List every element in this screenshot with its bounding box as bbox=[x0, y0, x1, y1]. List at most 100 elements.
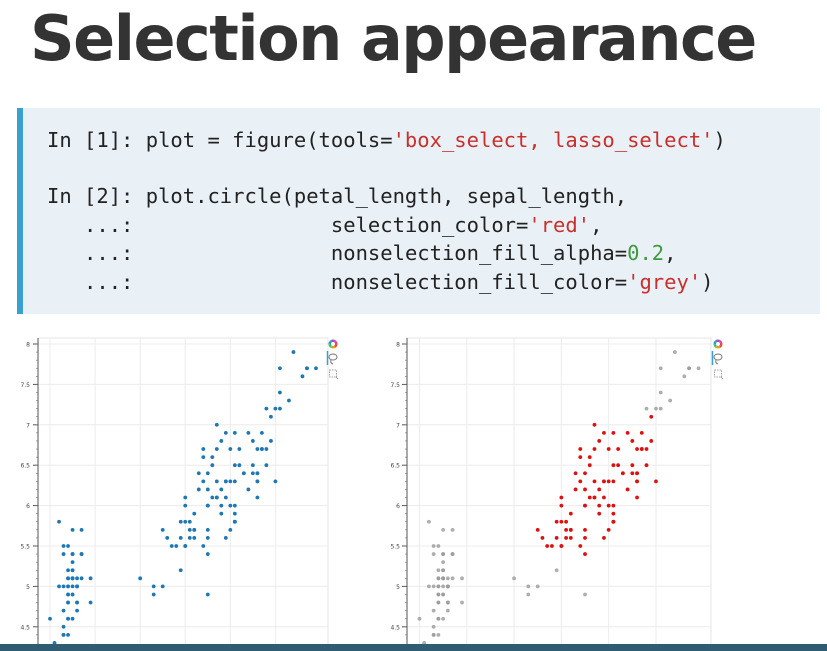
data-point bbox=[422, 641, 427, 644]
data-point bbox=[205, 592, 210, 597]
data-point bbox=[183, 544, 188, 548]
data-point bbox=[606, 479, 611, 484]
y-tick-label: 6.5 bbox=[390, 463, 400, 470]
data-point bbox=[255, 471, 260, 476]
data-point bbox=[66, 632, 70, 637]
data-point bbox=[441, 576, 446, 581]
data-point bbox=[269, 414, 273, 419]
data-point bbox=[592, 422, 597, 427]
lasso-select-icon[interactable] bbox=[328, 353, 338, 365]
data-point bbox=[250, 471, 255, 476]
data-point bbox=[427, 519, 431, 524]
code-text: ) bbox=[713, 128, 726, 152]
lasso-select-icon[interactable] bbox=[713, 353, 723, 365]
data-point bbox=[554, 568, 559, 573]
data-point bbox=[183, 519, 188, 524]
code-prompt: ...: bbox=[47, 213, 134, 237]
scatter-plot-normal[interactable]: 4.5 5 5.5 6 6.5 7 7.5 8 bbox=[0, 320, 350, 644]
data-point bbox=[630, 439, 635, 443]
data-point bbox=[441, 560, 446, 565]
data-point bbox=[441, 568, 446, 573]
data-point bbox=[196, 471, 201, 476]
data-point bbox=[431, 552, 436, 556]
data-point bbox=[635, 447, 639, 451]
data-point bbox=[70, 527, 75, 532]
data-point bbox=[79, 527, 84, 532]
data-point bbox=[250, 439, 255, 443]
data-point bbox=[57, 519, 61, 524]
data-point bbox=[535, 584, 540, 589]
data-point bbox=[259, 447, 264, 451]
data-point bbox=[583, 536, 587, 540]
data-point bbox=[178, 568, 183, 573]
data-point bbox=[66, 592, 70, 597]
data-point bbox=[70, 576, 75, 581]
data-point bbox=[75, 584, 79, 589]
data-point bbox=[219, 439, 224, 443]
data-point bbox=[526, 584, 531, 589]
data-point bbox=[630, 471, 635, 476]
y-tick-label: 6 bbox=[396, 503, 400, 510]
data-point bbox=[88, 600, 93, 605]
data-point bbox=[545, 544, 550, 548]
scatter-plot-selection[interactable]: 4.5 5 5.5 6 6.5 7 7.5 8 bbox=[378, 320, 738, 644]
data-point bbox=[649, 414, 654, 419]
y-tick-label: 7 bbox=[26, 422, 30, 429]
data-point bbox=[223, 495, 228, 500]
data-point bbox=[160, 584, 165, 589]
data-point bbox=[223, 479, 228, 484]
box-select-icon[interactable] bbox=[714, 369, 724, 380]
data-point bbox=[192, 511, 197, 516]
y-tick-label: 4.5 bbox=[390, 624, 400, 631]
data-point bbox=[278, 390, 282, 395]
data-point bbox=[658, 406, 663, 411]
data-point bbox=[445, 600, 450, 605]
data-point bbox=[61, 544, 66, 548]
data-point bbox=[436, 632, 441, 637]
data-point bbox=[219, 511, 224, 516]
data-point bbox=[526, 592, 531, 597]
data-point bbox=[649, 439, 654, 443]
data-point bbox=[616, 463, 621, 468]
data-point bbox=[587, 495, 592, 500]
data-point bbox=[535, 527, 540, 532]
data-point bbox=[61, 584, 66, 589]
box-select-icon[interactable] bbox=[329, 369, 339, 380]
data-point bbox=[178, 536, 183, 540]
data-point bbox=[417, 616, 422, 621]
data-point bbox=[214, 447, 219, 451]
data-point bbox=[192, 536, 197, 540]
data-point bbox=[625, 487, 630, 492]
data-point bbox=[151, 584, 156, 589]
data-point bbox=[79, 576, 84, 581]
footer-bar bbox=[0, 644, 827, 651]
data-point bbox=[696, 366, 701, 371]
code-prompt: ...: bbox=[47, 241, 134, 265]
plot-frame bbox=[406, 337, 712, 644]
y-tick-label: 5.5 bbox=[390, 544, 400, 551]
y-tick-label: 5 bbox=[396, 584, 400, 591]
data-point bbox=[597, 439, 602, 443]
code-string: 'box_select, lasso_select' bbox=[392, 128, 714, 152]
data-point bbox=[583, 552, 587, 556]
data-point bbox=[568, 511, 573, 516]
data-point bbox=[201, 544, 206, 548]
data-point bbox=[232, 479, 237, 484]
data-point bbox=[602, 479, 606, 484]
data-point bbox=[441, 527, 446, 532]
data-point bbox=[88, 576, 93, 581]
data-point bbox=[237, 463, 242, 468]
data-point bbox=[75, 600, 79, 605]
data-point bbox=[264, 447, 269, 451]
data-point bbox=[70, 584, 75, 589]
data-point bbox=[592, 447, 597, 451]
code-number: 0.2 bbox=[627, 241, 665, 265]
bokeh-logo-icon bbox=[328, 339, 338, 349]
data-point bbox=[201, 455, 206, 460]
data-point bbox=[587, 463, 592, 468]
data-point bbox=[597, 511, 602, 516]
code-line-1: In [1]: plot = figure(tools='box_select,… bbox=[47, 128, 726, 152]
data-point bbox=[228, 527, 233, 532]
y-tick-label: 5.5 bbox=[20, 544, 30, 551]
data-point bbox=[165, 536, 170, 540]
